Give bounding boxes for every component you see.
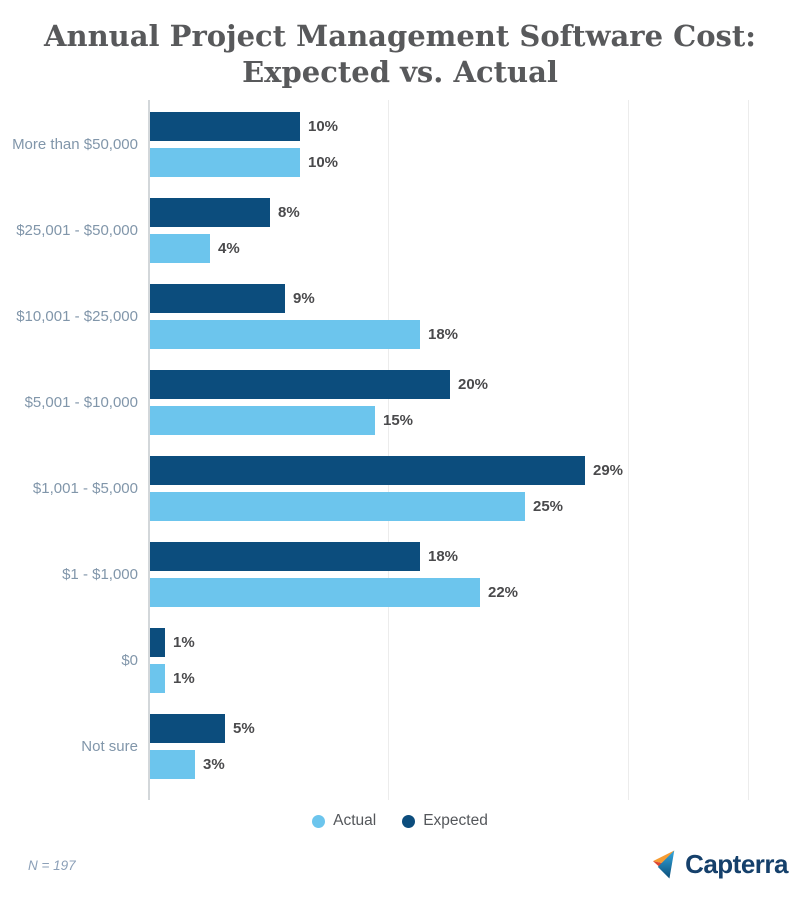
bar-actual (150, 664, 165, 693)
y-axis-line (148, 100, 150, 800)
bar-expected (150, 284, 285, 313)
bar-actual (150, 750, 195, 779)
bar-actual (150, 320, 420, 349)
value-label-expected: 10% (308, 118, 339, 135)
value-label-actual: 3% (203, 756, 225, 773)
bar-expected (150, 370, 450, 399)
value-label-actual: 15% (383, 412, 414, 429)
category-label: More than $50,000 (12, 136, 138, 153)
bar-expected (150, 628, 165, 657)
value-label-expected: 5% (233, 720, 255, 737)
legend-item-actual: Actual (312, 812, 376, 830)
bar-actual (150, 492, 525, 521)
chart-title: Annual Project Management Software Cost:… (0, 18, 800, 90)
category-label: $25,001 - $50,000 (16, 222, 138, 239)
value-label-actual: 18% (428, 326, 459, 343)
value-label-actual: 25% (533, 498, 564, 515)
bar-expected (150, 542, 420, 571)
category-label: $5,001 - $10,000 (24, 394, 138, 411)
bar-expected (150, 714, 225, 743)
value-label-actual: 4% (218, 240, 240, 257)
legend-swatch-expected (402, 814, 416, 828)
bar-expected (150, 198, 270, 227)
value-label-expected: 8% (278, 204, 300, 221)
category-label: $0 (121, 652, 138, 669)
legend-item-expected: Expected (402, 812, 488, 830)
plot-area: More than $50,000 10% 10% $25,001 - $50,000… (12, 100, 749, 800)
value-label-expected: 20% (458, 376, 489, 393)
sample-size-note: N = 197 (28, 858, 76, 873)
legend-label-actual: Actual (333, 812, 377, 829)
gridline-40 (748, 100, 749, 800)
bar-expected (150, 456, 585, 485)
value-label-actual: 10% (308, 154, 339, 171)
bar-expected (150, 112, 300, 141)
capterra-logo-icon (652, 848, 683, 881)
bar-actual (150, 234, 210, 263)
legend-label-expected: Expected (423, 812, 488, 829)
bar-actual (150, 578, 480, 607)
value-label-expected: 29% (593, 462, 624, 479)
legend-swatch-actual (312, 814, 326, 828)
value-label-actual: 1% (173, 670, 195, 687)
category-label: $1,001 - $5,000 (32, 480, 138, 497)
brand-lockup: Capterra (652, 848, 788, 881)
brand-name: Capterra (685, 849, 788, 879)
chart-title-line1: Annual Project Management Software Cost: (44, 19, 756, 53)
gridline-32 (628, 100, 629, 800)
gridline-16 (388, 100, 389, 800)
value-label-actual: 22% (488, 584, 519, 601)
category-label: $1 - $1,000 (62, 566, 138, 583)
legend: Actual Expected (0, 812, 800, 830)
chart-title-line2: Expected vs. Actual (242, 55, 558, 89)
value-label-expected: 1% (173, 634, 195, 651)
value-label-expected: 18% (428, 548, 459, 565)
category-label: $10,001 - $25,000 (16, 308, 138, 325)
bar-actual (150, 148, 300, 177)
value-label-expected: 9% (293, 290, 315, 307)
bar-actual (150, 406, 375, 435)
category-label: Not sure (81, 738, 138, 755)
